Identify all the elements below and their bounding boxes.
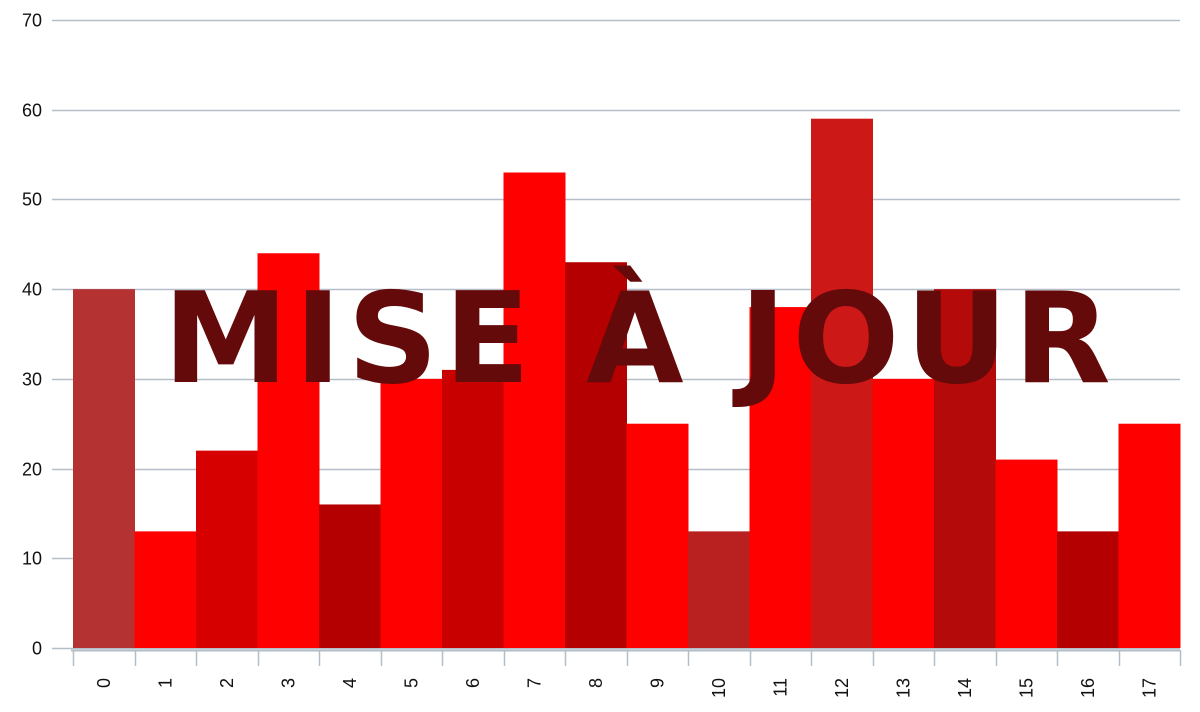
x-tick-label: 6 xyxy=(463,678,483,688)
bar-17 xyxy=(1118,423,1181,648)
bar-7 xyxy=(503,172,566,648)
x-tick-label: 2 xyxy=(217,678,237,688)
bar-0 xyxy=(73,289,135,648)
x-tick-label: 10 xyxy=(709,678,729,698)
bar-9 xyxy=(626,423,689,648)
x-tick-label: 17 xyxy=(1139,678,1159,698)
x-tick-label: 12 xyxy=(832,678,852,698)
bar-8 xyxy=(565,262,627,648)
x-tick-label: 13 xyxy=(893,678,913,698)
x-tick-label: 0 xyxy=(94,678,114,688)
bars xyxy=(73,118,1181,648)
y-tick-label: 50 xyxy=(22,190,42,210)
y-tick-label: 70 xyxy=(22,11,42,31)
x-tick-label: 1 xyxy=(155,678,175,688)
x-tick-label: 5 xyxy=(401,678,421,688)
bar-1 xyxy=(134,531,197,648)
x-tick-label: 11 xyxy=(770,678,790,697)
x-tick-label: 14 xyxy=(955,678,975,698)
y-tick-label: 20 xyxy=(22,460,42,480)
bar-2 xyxy=(196,450,258,648)
overlay-text: MISE À JOUR xyxy=(163,264,1117,412)
bar-12 xyxy=(811,118,873,648)
y-axis-ticks: 0 10 20 30 40 50 60 70 xyxy=(22,11,73,659)
bar-3 xyxy=(257,253,320,648)
x-tick-label: 9 xyxy=(647,678,667,688)
bar-4 xyxy=(319,504,381,648)
x-tick-label: 7 xyxy=(524,678,544,688)
x-tick-label: 4 xyxy=(340,678,360,688)
bar-10 xyxy=(688,531,750,648)
y-tick-label: 30 xyxy=(22,370,42,390)
y-tick-label: 10 xyxy=(22,549,42,569)
bar-14 xyxy=(934,289,996,648)
x-tick-label: 15 xyxy=(1016,678,1036,698)
bar-6 xyxy=(442,369,504,648)
bar-13 xyxy=(872,378,935,648)
bar-11 xyxy=(749,307,812,648)
bar-15 xyxy=(995,459,1058,648)
y-tick-label: 60 xyxy=(22,101,42,121)
y-tick-label: 0 xyxy=(32,639,42,659)
bar-16 xyxy=(1057,531,1119,648)
y-tick-label: 40 xyxy=(22,280,42,300)
bar-5 xyxy=(380,378,443,648)
x-tick-label: 8 xyxy=(586,678,606,688)
x-tick-label: 3 xyxy=(278,678,298,688)
x-tick-label: 16 xyxy=(1078,678,1098,698)
x-axis-ticks: 0 1 2 3 4 5 6 7 8 9 10 11 12 13 14 15 16 17 xyxy=(72,650,1182,698)
